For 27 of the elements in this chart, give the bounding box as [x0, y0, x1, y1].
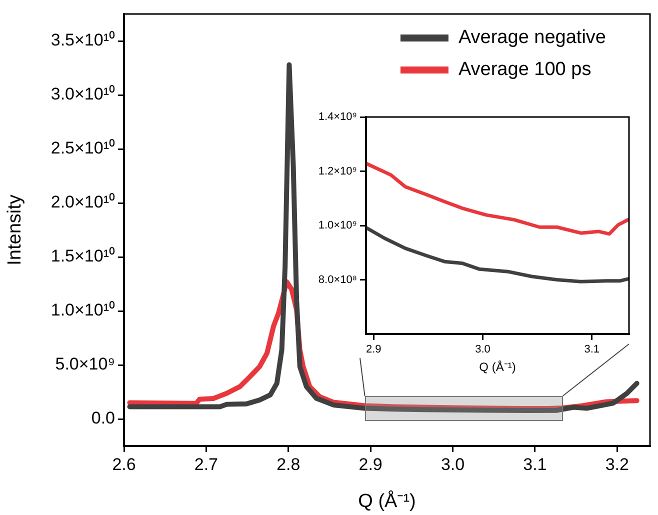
y-tick-label: 1.0×10⁹ [318, 220, 357, 232]
y-tick-label: 1.5×10¹⁰ [50, 246, 115, 266]
y-tick-label: 1.0×10¹⁰ [50, 300, 115, 320]
x-axis-title: Q (Å⁻¹) [479, 360, 516, 374]
x-tick-label: 3.2 [605, 454, 629, 474]
x-tick-label: 2.9 [358, 454, 382, 474]
y-tick-label: 8.0×10⁸ [318, 274, 357, 286]
y-axis-title: Intensity [4, 194, 26, 266]
x-tick-label: 2.7 [194, 454, 218, 474]
y-tick-label: 1.4×10⁹ [318, 111, 357, 124]
x-axis-title: Q (Å⁻¹) [358, 490, 416, 512]
y-tick-label: 3.5×10¹⁰ [50, 30, 115, 50]
x-tick-label: 3.1 [584, 344, 600, 356]
x-tick-label: 2.6 [112, 454, 136, 474]
y-tick-label: 2.0×10¹⁰ [50, 192, 115, 212]
x-tick-label: 2.9 [366, 344, 382, 356]
legend-label: Average 100 ps [458, 59, 592, 80]
legend-label: Average negative [458, 27, 606, 48]
y-tick-label: 3.0×10¹⁰ [50, 84, 115, 104]
x-tick-label: 2.8 [276, 454, 300, 474]
y-tick-label: 1.2×10⁹ [318, 165, 357, 178]
x-tick-label: 3.0 [475, 344, 490, 356]
x-tick-label: 3.0 [440, 454, 465, 474]
y-tick-label: 0.0 [91, 408, 115, 428]
y-tick-label: 2.5×10¹⁰ [50, 138, 115, 158]
y-tick-label: 5.0×10⁹ [55, 354, 115, 374]
x-tick-label: 3.1 [523, 454, 547, 474]
